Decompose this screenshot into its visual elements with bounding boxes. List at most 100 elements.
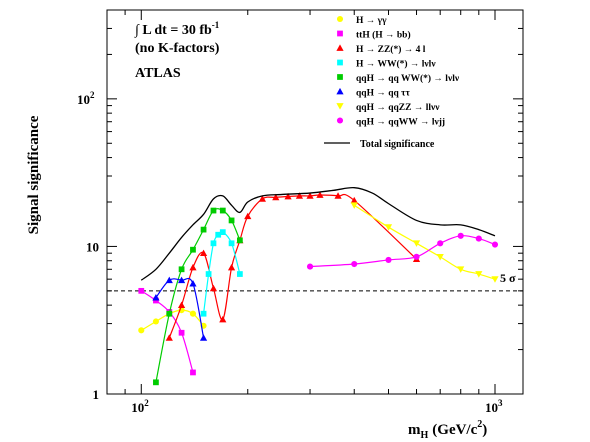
series-4 (153, 207, 243, 386)
data-point (436, 253, 444, 261)
legend-entry: qqH → qqZZ → llνν (356, 103, 440, 113)
data-point (457, 266, 465, 273)
data-point (210, 240, 217, 247)
data-point (228, 240, 235, 247)
data-point (295, 192, 304, 199)
data-point (475, 271, 483, 278)
axes-layer: 102 103 1 10 102 (77, 9, 523, 415)
data-point (437, 240, 444, 247)
luminosity-annotation: ∫ L dt = 30 fb-1 (134, 20, 220, 38)
data-point (177, 301, 186, 309)
data-point (189, 279, 197, 287)
data-point (219, 207, 226, 214)
data-point (190, 369, 196, 376)
y-tick-label: 1 (93, 387, 100, 402)
data-point (152, 294, 160, 301)
series-1 (138, 287, 196, 376)
data-point (306, 192, 314, 199)
data-point (316, 191, 324, 198)
legend-marker (336, 15, 344, 23)
data-point (219, 315, 227, 323)
data-point (306, 263, 314, 270)
kfactor-annotation: (no K-factors) (135, 41, 220, 56)
legend: H → γγ ttH (H → bb) H → ZZ(*) → 4 l H → WW(… (324, 15, 460, 150)
data-point (227, 263, 236, 271)
data-point (258, 195, 266, 202)
series-line (353, 204, 496, 280)
data-point (138, 327, 145, 334)
data-point (205, 271, 212, 277)
data-point (153, 297, 159, 304)
data-point (153, 379, 159, 386)
series-2 (165, 191, 421, 341)
legend-entry: H → WW(*) → lνlν (356, 59, 436, 70)
data-point (272, 193, 280, 201)
data-point (491, 276, 499, 283)
data-point (215, 231, 222, 238)
legend-marker (336, 117, 344, 124)
data-point (210, 207, 217, 214)
legend-entry: qqH → qq ττ (356, 89, 411, 99)
series-line (140, 290, 194, 373)
legend-entry: qqH → qq WW(*) → lνlν (356, 73, 460, 84)
data-point (189, 310, 197, 317)
x-tick-label: 102 (131, 398, 149, 415)
data-point (166, 310, 173, 317)
data-point (384, 224, 393, 231)
data-point (152, 318, 159, 325)
series-3 (200, 229, 243, 317)
series-6 (350, 202, 499, 283)
legend-marker (337, 59, 343, 66)
data-point (189, 263, 197, 271)
data-point (244, 212, 252, 220)
legend-marker (336, 103, 344, 110)
data-point (284, 192, 292, 200)
legend-entry: ttH (H → bb) (356, 30, 411, 41)
legend-marker (336, 44, 344, 51)
data-point (165, 276, 173, 284)
data-point (138, 287, 145, 294)
data-point (228, 217, 235, 224)
legend-marker (336, 87, 344, 95)
series-5 (152, 276, 208, 341)
five-sigma-label: 5 σ (500, 271, 516, 285)
legend-marker (337, 30, 343, 37)
series-line (310, 235, 496, 268)
data-point (350, 202, 358, 209)
data-point (491, 241, 499, 248)
legend-marker (337, 74, 343, 80)
data-point (413, 253, 420, 260)
y-tick-label: 102 (77, 90, 95, 107)
data-point (190, 246, 196, 253)
legend-total-label: Total significance (360, 139, 435, 150)
data-point (200, 310, 207, 317)
x-tick-label: 103 (485, 398, 503, 415)
data-point (178, 329, 185, 336)
legend-entry: H → ZZ(*) → 4 l (356, 44, 426, 55)
data-point (209, 284, 218, 292)
data-point (236, 271, 243, 277)
data-point (351, 260, 358, 268)
data-point (199, 249, 208, 257)
data-point (178, 266, 185, 273)
data-point (199, 334, 208, 341)
y-tick-label: 10 (86, 239, 99, 254)
data-point (457, 232, 464, 239)
data-point (475, 235, 482, 242)
data-point (200, 226, 207, 233)
legend-entry: H → γγ (356, 16, 387, 26)
series-8 (140, 186, 496, 281)
data-point (177, 276, 186, 284)
data-point (385, 256, 392, 263)
data-point (236, 237, 243, 244)
data-point (334, 192, 342, 199)
data-point (165, 334, 173, 341)
series-7 (306, 232, 499, 270)
data-point (350, 196, 358, 204)
series-line (140, 186, 496, 281)
data-point (219, 229, 226, 236)
x-axis-label: mH (GeV/c2) (408, 419, 487, 441)
y-axis-label: Signal significance (26, 115, 42, 234)
data-point (412, 240, 421, 247)
